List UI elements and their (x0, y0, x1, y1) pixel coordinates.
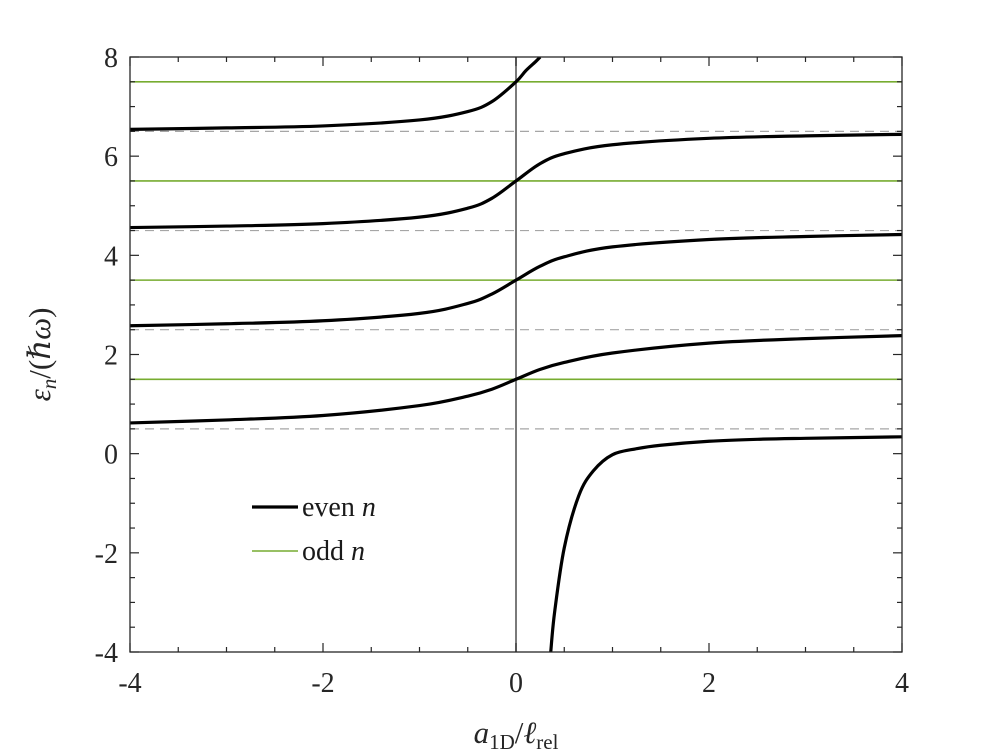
x-tick-label: -2 (311, 668, 334, 699)
legend-label-word: odd (302, 536, 351, 567)
even-curves (130, 57, 902, 652)
y-tick-label: 0 (104, 440, 118, 471)
x-axis-label: a1D/ℓrel (474, 715, 559, 752)
y-tick-label: 2 (104, 341, 118, 372)
even-curve-2 (130, 232, 902, 328)
x-tick-label: 0 (509, 668, 523, 699)
y-tick-label: 4 (104, 241, 118, 272)
x-axis-label-part: / (515, 715, 524, 750)
y-tick-label: 6 (104, 142, 118, 173)
legend-label-word: even (302, 492, 362, 523)
x-axis-label-part: ℓ (523, 715, 536, 750)
x-tick-label: 4 (895, 668, 909, 699)
y-axis-label-part: ℏω (22, 318, 57, 360)
y-tick-label: -4 (95, 638, 118, 669)
y-axis-label-part: ( (22, 360, 57, 370)
y-tick-label: -2 (95, 539, 118, 570)
y-axis-label-part: n (37, 379, 61, 390)
x-tick-label: -4 (118, 668, 141, 699)
x-axis-label-part: rel (536, 730, 558, 752)
legend-label-var: n (351, 536, 365, 567)
legend-label-even: even n (302, 492, 376, 523)
even-curve-5 (549, 435, 902, 652)
x-tick-label: 2 (702, 668, 716, 699)
even-curve-1 (130, 334, 902, 425)
legend-label-odd: odd n (302, 536, 365, 567)
x-axis-label-part: 1D (489, 730, 515, 752)
y-tick-label: 8 (104, 43, 118, 74)
y-axis-label-part: / (22, 370, 57, 379)
even-curve-4 (130, 57, 542, 131)
y-axis-label-part: ε (22, 388, 57, 401)
y-axis-label: εn/(ℏω) (22, 308, 61, 402)
even-curve-3 (130, 132, 902, 230)
y-axis-label-part: ) (22, 308, 57, 318)
legend-label-var: n (362, 492, 376, 523)
x-axis-label-part: a (474, 715, 490, 750)
